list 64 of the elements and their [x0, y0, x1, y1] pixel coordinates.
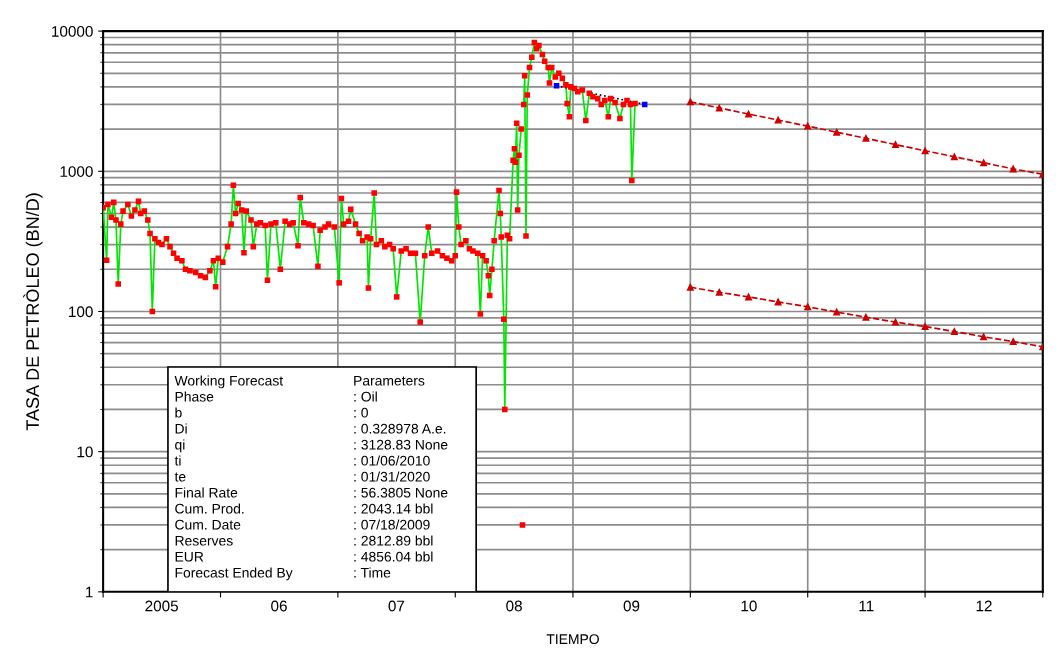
y-tick-label: 100 [69, 306, 93, 318]
point [804, 303, 812, 311]
point [950, 327, 958, 335]
annotation: Forecast Ended By [175, 567, 293, 581]
point [862, 313, 870, 321]
x-tick-label: 10 [741, 600, 757, 612]
annotation: te [174, 472, 186, 482]
point [980, 333, 988, 341]
point [1009, 338, 1017, 346]
annotation: Cum. Date [175, 519, 241, 530]
y-tick-label: 1000 [60, 166, 93, 177]
y-axis-title: TASA DE PETRÒLEO (BN/D) [23, 193, 43, 431]
annotation: Working Forecast [174, 375, 284, 389]
point [862, 134, 870, 142]
point [715, 288, 723, 296]
annotation: : 0 [354, 407, 368, 418]
x-tick-label: 06 [271, 600, 287, 612]
x-tick-label: 07 [388, 600, 405, 612]
annotation: : 56.3805 None [354, 487, 448, 498]
annotation: Final Rate [175, 487, 238, 498]
annotation: : 3128.83 None [354, 439, 448, 450]
annotation: qi [175, 439, 185, 453]
annotation: : 01/31/2020 [354, 471, 430, 482]
annotation: : 2043.14 bbl [354, 503, 433, 514]
x-axis-title: TIEMPO [546, 634, 599, 645]
annotation: Cum. Prod. [175, 503, 244, 514]
point [804, 122, 812, 130]
point [774, 298, 782, 306]
x-tick-label: 08 [506, 600, 522, 612]
point [980, 159, 988, 167]
point [833, 128, 841, 136]
point [686, 98, 694, 106]
point [892, 318, 899, 326]
point [892, 141, 899, 149]
annotation: : 4856.04 bbl [354, 551, 433, 562]
point [686, 283, 694, 291]
annotation: : Time [354, 567, 391, 578]
y-tick-label: 1 [86, 586, 93, 598]
annotation: : 07/18/2009 [354, 519, 430, 530]
point [774, 116, 782, 124]
point [950, 153, 958, 161]
annotation: : Oil [354, 391, 377, 402]
annotation: Phase [175, 391, 214, 402]
point [921, 323, 929, 331]
annotation: b [175, 407, 182, 418]
annotation: Di [175, 423, 187, 434]
x-tick-label: 09 [623, 600, 640, 612]
point [833, 308, 841, 316]
annotation: EUR [175, 551, 204, 562]
annotation: Reserves [175, 535, 233, 546]
x-tick-label: 12 [976, 600, 992, 612]
x-tick-label: 2005 [145, 600, 178, 612]
annotation: ti [174, 455, 181, 466]
point [921, 147, 929, 155]
annotation: Parameters [354, 375, 425, 386]
y-tick-label: 10 [77, 446, 93, 458]
x-tick-label: 11 [859, 600, 874, 612]
annotation: : 01/06/2010 [354, 455, 430, 466]
point [715, 104, 723, 112]
point [745, 110, 753, 118]
y-tick-label: 10000 [52, 25, 93, 37]
annotation: : 0.328978 A.e. [354, 423, 446, 434]
annotation: : 2812.89 bbl [354, 535, 433, 546]
point [1009, 165, 1017, 173]
